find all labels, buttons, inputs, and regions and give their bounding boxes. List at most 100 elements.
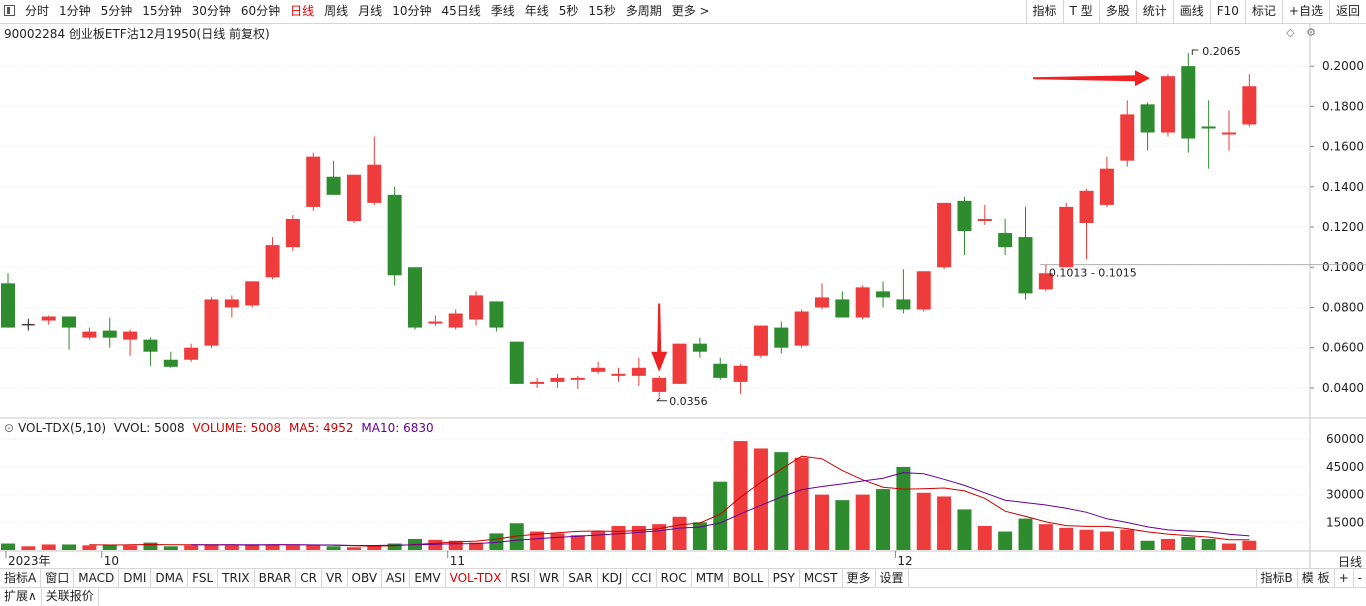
indicator-right-button[interactable]: - xyxy=(1352,569,1366,587)
indicator-tab[interactable]: VR xyxy=(322,569,348,587)
ma10-value: MA10: 6830 xyxy=(361,421,434,435)
toolbar-button[interactable]: +自选 xyxy=(1281,0,1329,23)
candle-body xyxy=(285,218,300,248)
indicator-tab[interactable]: WR xyxy=(535,569,565,587)
period-tab[interactable]: 分时 xyxy=(25,4,50,18)
indicator-tab[interactable]: TRIX xyxy=(218,569,255,587)
indicator-tab[interactable]: DMI xyxy=(119,569,152,587)
toolbar-button[interactable]: 统计 xyxy=(1135,0,1173,23)
volume-tick-label: 15000 xyxy=(1326,515,1364,529)
period-toolbar: 分时 1分钟 5分钟 15分钟 30分钟 60分钟 日线 周线 月线 10分钟 45日线 季线 年线 5秒… xyxy=(0,0,1366,24)
indicator-tab[interactable]: RSI xyxy=(507,569,536,587)
diamond-icon[interactable]: ◇ xyxy=(1286,26,1295,39)
volume-value: VOLUME: 5008 xyxy=(192,421,282,435)
volume-bar xyxy=(1,543,15,550)
candle-body xyxy=(346,174,361,221)
indicator-tab[interactable]: OBV xyxy=(348,569,383,587)
toolbar-button[interactable]: 返回 xyxy=(1328,0,1366,23)
volume-bar xyxy=(1160,538,1175,550)
candle-body xyxy=(733,365,748,382)
period-tab[interactable]: 多周期 xyxy=(625,4,662,18)
status-item[interactable]: 扩展∧ xyxy=(0,587,42,606)
volume-bar xyxy=(1120,529,1135,550)
date-tick-label: 12 xyxy=(897,554,912,568)
indicator-tab[interactable]: DMA xyxy=(151,569,189,587)
volume-legend: ⊙ VOL-TDX(5,10) VVOL: 5008 VOLUME: 5008 M… xyxy=(4,421,438,435)
toolbar-button[interactable]: F10 xyxy=(1209,0,1245,23)
volume-bar xyxy=(1242,540,1257,550)
indicator-tab[interactable]: KDJ xyxy=(598,569,628,587)
indicator-tab[interactable]: CCI xyxy=(627,569,657,587)
period-tab[interactable]: 1分钟 xyxy=(59,4,91,18)
period-tab[interactable]: 10分钟 xyxy=(392,4,432,18)
volume-bar xyxy=(896,466,911,550)
indicator-right-button[interactable]: 指标B xyxy=(1255,569,1297,587)
volume-legend-toggle-icon[interactable]: ⊙ xyxy=(4,421,15,435)
indicator-right-button[interactable]: + xyxy=(1333,569,1353,587)
volume-bar xyxy=(306,545,321,550)
indicator-right-button[interactable]: 模 板 xyxy=(1296,569,1334,587)
vvol-value: VVOL: 5008 xyxy=(113,421,185,435)
toolbar-button[interactable]: 画线 xyxy=(1172,0,1210,23)
candle-body xyxy=(245,281,260,306)
indicator-tab[interactable]: FSL xyxy=(188,569,219,587)
volume-bar xyxy=(530,531,545,550)
indicator-tab[interactable]: BRAR xyxy=(255,569,297,587)
volume-bar xyxy=(489,533,504,550)
period-tab[interactable]: 更多 > xyxy=(671,4,710,18)
indicator-tab[interactable]: VOL-TDX xyxy=(446,569,507,587)
period-tab[interactable]: 45日线 xyxy=(441,4,481,18)
volume-bar xyxy=(937,496,952,550)
indicator-tab[interactable]: MACD xyxy=(74,569,120,587)
candle-body xyxy=(977,218,992,221)
period-tab[interactable]: 5秒 xyxy=(558,4,579,18)
price-tick-label: 0.1600 xyxy=(1322,140,1364,154)
volume-bar xyxy=(672,516,687,550)
status-item[interactable]: 关联报价 xyxy=(42,587,99,606)
candle-body xyxy=(591,367,606,372)
toolbar-button[interactable]: 指标 xyxy=(1025,0,1063,23)
volume-bar xyxy=(21,546,36,550)
ma5-value: MA5: 4952 xyxy=(288,421,354,435)
indicator-tab[interactable]: SAR xyxy=(564,569,598,587)
chart-title: 90002284 创业板ETF沽12月1950(日线 前复权) xyxy=(4,27,270,41)
indicator-tab[interactable]: 窗口 xyxy=(41,569,75,587)
indicator-tab[interactable]: ROC xyxy=(657,569,692,587)
toolbar-right-buttons: 指标 T 型多股 统计 画线 F10 标记 +自选 返回 xyxy=(1025,0,1366,23)
volume-indicator-name[interactable]: VOL-TDX(5,10) xyxy=(18,421,107,435)
period-tab[interactable]: 30分钟 xyxy=(191,4,231,18)
period-tab[interactable]: 60分钟 xyxy=(240,4,281,18)
toolbar-button[interactable]: 标记 xyxy=(1244,0,1282,23)
period-tab[interactable]: 周线 xyxy=(324,4,349,18)
period-tab[interactable]: 年线 xyxy=(524,4,549,18)
period-tab[interactable]: 5分钟 xyxy=(100,4,133,18)
indicator-tab[interactable]: EMV xyxy=(410,569,446,587)
volume-bar xyxy=(611,526,626,550)
candle-body xyxy=(184,347,199,360)
candle-body xyxy=(815,297,829,308)
indicator-tab[interactable]: 指标A xyxy=(0,569,42,587)
indicator-tab[interactable]: CR xyxy=(296,569,322,587)
period-tab[interactable]: 15分钟 xyxy=(142,4,182,18)
period-tab[interactable]: 月线 xyxy=(358,4,383,18)
volume-bar xyxy=(204,544,219,550)
candle-body xyxy=(611,373,626,376)
settings-icon[interactable]: ⚙ xyxy=(1306,26,1316,39)
toolbar-button[interactable]: T 型 xyxy=(1062,0,1099,23)
indicator-tab[interactable]: PSY xyxy=(769,569,800,587)
period-tab[interactable]: 日线 xyxy=(290,4,315,18)
candle-body xyxy=(1059,206,1074,268)
kline-chart[interactable]: 0.2000 0.1800 0.1600 0.1400 0.1200 0.1000 0.08… xyxy=(0,0,1366,568)
indicator-tab[interactable]: 设置 xyxy=(876,569,909,587)
window-toggle-icon[interactable] xyxy=(4,5,15,16)
period-tab[interactable]: 15秒 xyxy=(588,4,616,18)
period-tab[interactable]: 季线 xyxy=(490,4,515,18)
indicator-tab[interactable]: MCST xyxy=(800,569,843,587)
indicator-tab[interactable]: 更多 xyxy=(843,569,876,587)
indicator-tab[interactable]: ASI xyxy=(382,569,411,587)
indicator-tab[interactable]: BOLL xyxy=(729,569,769,587)
toolbar-button[interactable]: 多股 xyxy=(1098,0,1136,23)
indicator-tab[interactable]: MTM xyxy=(692,569,729,587)
volume-bar xyxy=(794,457,809,550)
candle-body xyxy=(1038,273,1053,290)
